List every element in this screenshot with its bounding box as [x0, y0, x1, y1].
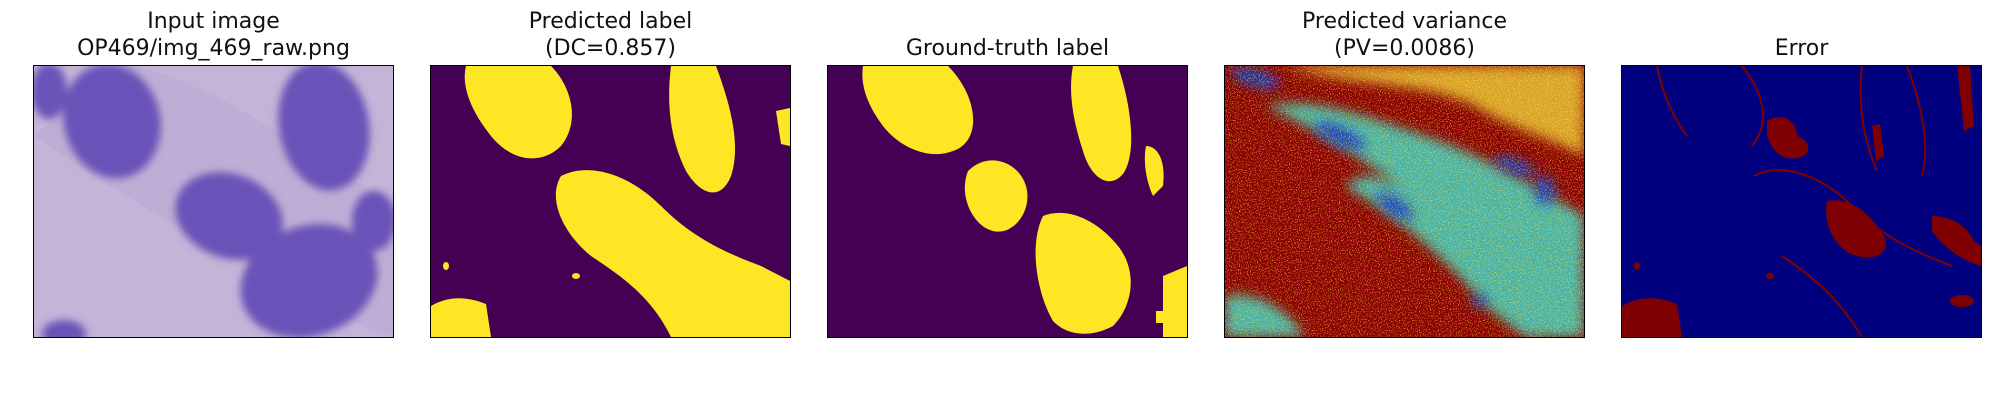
predicted-label-panel: Predicted label (DC=0.857): [430, 0, 791, 340]
error-image: [1621, 65, 1982, 338]
predicted-label-image: [430, 65, 791, 338]
error-panel: Error: [1621, 0, 1982, 340]
input-image: [33, 65, 394, 338]
error-title: Error: [1774, 36, 1829, 61]
input-image-panel: Input image OP469/img_469_raw.png: [33, 0, 394, 340]
ground-truth-panel: Ground-truth label: [827, 0, 1188, 340]
predicted-variance-panel: Predicted variance (PV=0.0086): [1224, 0, 1585, 340]
ground-truth-image: [827, 65, 1188, 338]
ground-truth-title: Ground-truth label: [905, 36, 1110, 61]
predicted-variance-title: Predicted variance (PV=0.0086): [1302, 9, 1507, 61]
predicted-variance-image: [1224, 65, 1585, 338]
input-image-title: Input image OP469/img_469_raw.png: [77, 9, 350, 61]
predicted-label-title: Predicted label (DC=0.857): [528, 9, 693, 61]
